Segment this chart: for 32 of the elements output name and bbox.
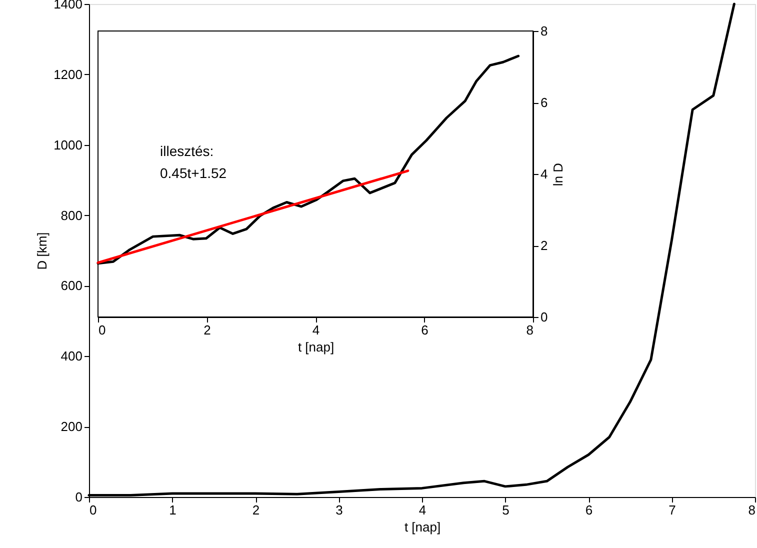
x-tick-label: 4 <box>418 502 426 518</box>
y-tick-label: 4 <box>540 166 548 182</box>
y-tick-label: 1000 <box>54 137 82 152</box>
y-tick-label: 6 <box>540 95 548 110</box>
x-tick-label: 2 <box>252 502 260 518</box>
x-tick-label: 6 <box>421 322 428 338</box>
y-tick-label: 2 <box>540 238 548 253</box>
y-tick-label: 0 <box>75 490 82 504</box>
x-tick-label: 7 <box>668 502 676 518</box>
y-tick-label: 200 <box>60 419 82 434</box>
y-tick-label: 600 <box>60 278 82 294</box>
y-axis-title: D [km] <box>34 232 50 270</box>
x-axis-title: t [nap] <box>404 520 441 534</box>
x-tick-label: 8 <box>526 322 534 338</box>
x-tick-label: 0 <box>90 502 97 518</box>
x-tick-label: 8 <box>748 502 756 518</box>
x-tick-label: 2 <box>204 322 211 338</box>
x-tick-label: 0 <box>98 322 106 338</box>
x-axis-title: t [nap] <box>298 340 334 354</box>
y-axis-title: ln D <box>550 162 566 186</box>
y-tick-label: 400 <box>60 348 82 364</box>
y-tick-label: 0 <box>540 310 548 324</box>
x-tick-label: 6 <box>585 502 593 518</box>
y-tick-label: 800 <box>60 208 82 223</box>
x-tick-label: 5 <box>502 502 510 518</box>
x-tick-label: 4 <box>312 322 320 338</box>
annotation: 0.45t+1.52 <box>160 165 227 181</box>
annotation: illesztés: <box>160 143 214 159</box>
y-tick-label: 1200 <box>54 66 82 82</box>
x-tick-label: 3 <box>336 502 343 518</box>
y-tick-label: 8 <box>540 24 548 38</box>
x-tick-label: 1 <box>169 502 176 518</box>
